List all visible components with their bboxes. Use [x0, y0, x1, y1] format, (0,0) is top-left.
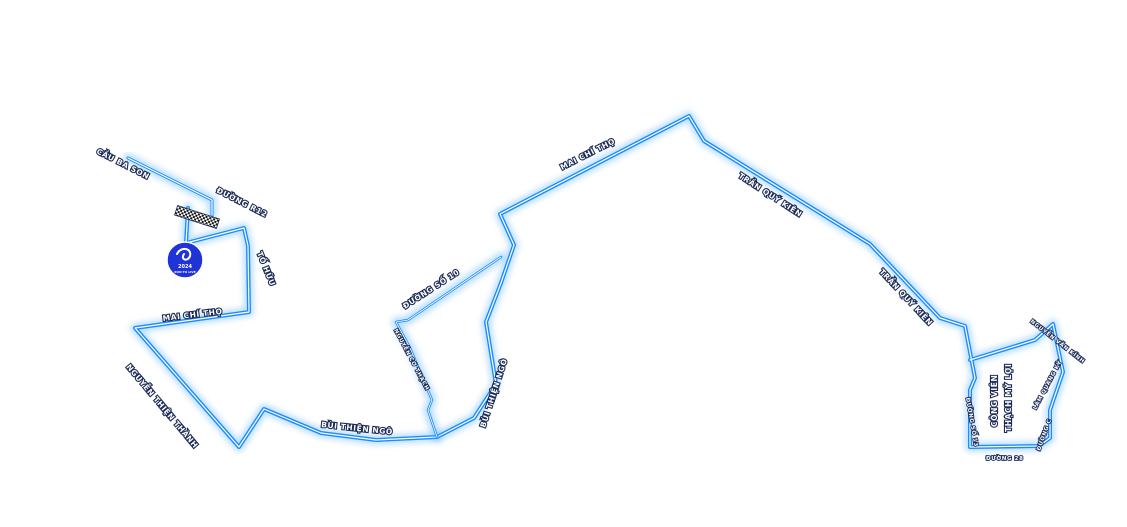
route-main-loop [130, 111, 1068, 452]
label-duong-28: ĐƯỜNG 28 [986, 455, 1024, 462]
label-nguyen-thien-thanh: NGUYỄN THIỆN THÀNH [124, 362, 200, 450]
runner-logo-icon [176, 248, 192, 261]
label-duong-r12: ĐƯỜNG R12 [215, 186, 269, 219]
badge-subtitle: RUN TO LIVE [174, 270, 195, 274]
label-to-huu: TỐ HỮU [255, 250, 278, 287]
route-bridge-segment [123, 153, 217, 220]
race-route [123, 111, 1068, 452]
label-park-name-line1: CÔNG VIÊN [990, 375, 999, 427]
label-park-name-line2: THẠCH MỸ LỢI [1004, 364, 1013, 432]
badge-year: 2024 [178, 264, 192, 270]
event-logo-badge: 2024 RUN TO LIVE [166, 241, 204, 279]
label-nguyen-co-thach: NGUYỄN CƠ THẠCH [392, 327, 431, 392]
checkered-flag-icon [174, 204, 220, 230]
route-inner-branch [391, 252, 506, 442]
